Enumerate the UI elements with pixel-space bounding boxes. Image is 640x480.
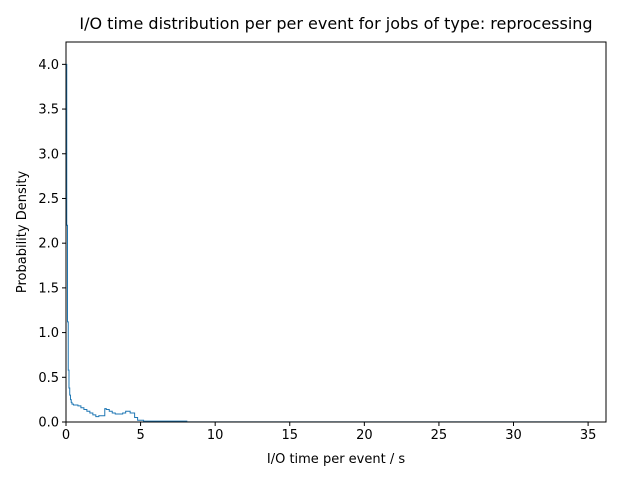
x-tick-label: 15 bbox=[281, 428, 298, 443]
x-tick-label: 30 bbox=[505, 428, 522, 443]
plot-area bbox=[65, 63, 589, 423]
histogram-step-line bbox=[65, 63, 589, 423]
x-axis-ticks: 0 5 10 15 20 25 30 35 bbox=[62, 422, 597, 443]
y-tick-label: 3.0 bbox=[38, 147, 59, 162]
y-tick-label: 2.5 bbox=[38, 192, 59, 207]
y-tick-label: 0.0 bbox=[38, 416, 59, 431]
x-tick-label: 35 bbox=[580, 428, 597, 443]
x-axis-label: I/O time per event / s bbox=[267, 452, 405, 467]
axes-frame bbox=[65, 41, 607, 423]
y-tick-label: 1.0 bbox=[38, 326, 59, 341]
x-tick-label: 20 bbox=[356, 428, 373, 443]
y-tick-label: 3.5 bbox=[38, 103, 59, 118]
y-tick-label: 4.0 bbox=[38, 58, 59, 73]
y-tick-label: 0.5 bbox=[38, 371, 59, 386]
chart-title: I/O time distribution per per event for … bbox=[79, 14, 592, 33]
x-tick-label: 5 bbox=[136, 428, 144, 443]
y-axis-ticks: 0.0 0.5 1.0 1.5 2.0 2.5 3.0 3.5 4.0 bbox=[38, 58, 66, 431]
y-tick-label: 2.0 bbox=[38, 237, 59, 252]
x-tick-label: 0 bbox=[62, 428, 70, 443]
y-tick-label: 1.5 bbox=[38, 281, 59, 296]
x-tick-label: 10 bbox=[207, 428, 224, 443]
y-axis-label: Probability Density bbox=[15, 171, 30, 294]
x-tick-label: 25 bbox=[431, 428, 448, 443]
